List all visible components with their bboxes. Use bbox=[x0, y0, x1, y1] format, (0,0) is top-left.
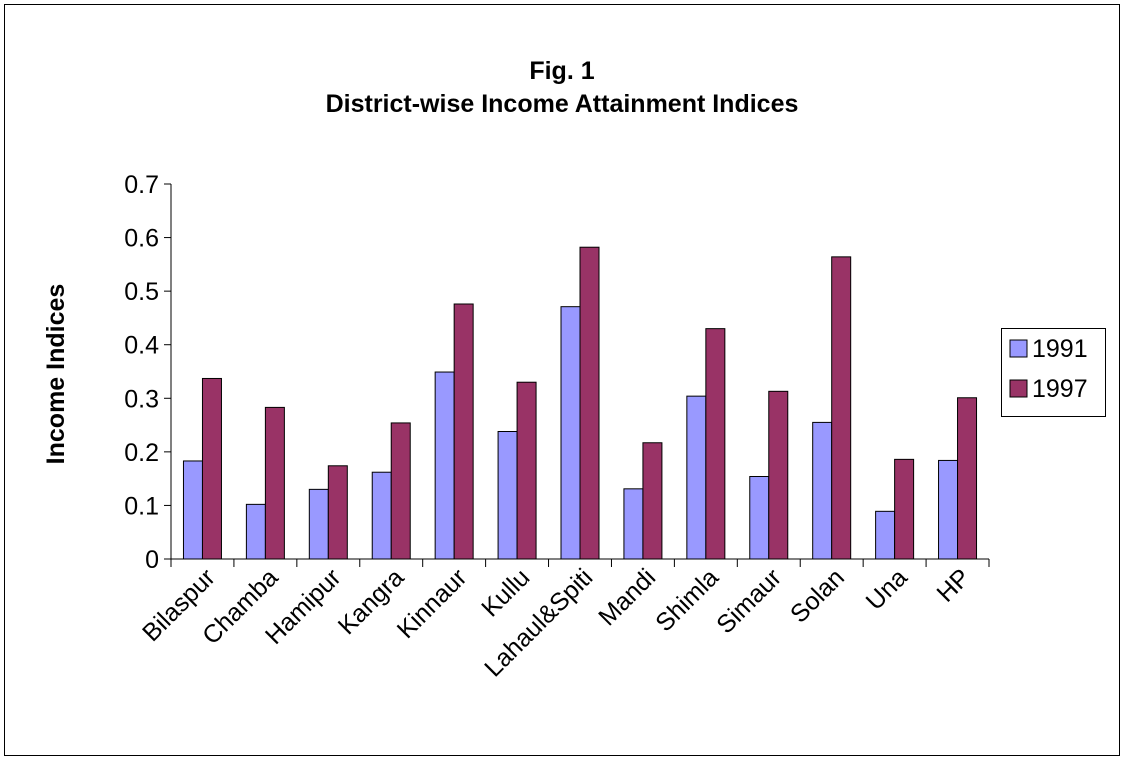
bar-1991-bilaspur bbox=[182, 460, 203, 560]
bar-1997-shimla bbox=[705, 328, 726, 560]
bar-1997-solan bbox=[831, 256, 852, 560]
legend-swatch-1997 bbox=[1009, 379, 1028, 398]
legend-label-1997: 1997 bbox=[1032, 375, 1088, 403]
bar-1997-hamipur bbox=[327, 465, 348, 560]
bar-1997-lahaul-spiti bbox=[579, 246, 600, 560]
bar-1991-chamba bbox=[245, 503, 266, 560]
bar-1991-kullu bbox=[497, 431, 518, 560]
y-tick-label: 0.4 bbox=[124, 332, 159, 360]
y-tick-label: 0.1 bbox=[124, 492, 159, 520]
bar-1991-una bbox=[875, 510, 896, 560]
legend: 1991 1997 bbox=[1001, 328, 1106, 417]
y-tick-label: 0.7 bbox=[124, 171, 159, 199]
bar-1991-lahaul-spiti bbox=[560, 306, 581, 560]
y-tick-label: 0 bbox=[145, 546, 159, 574]
legend-label-1991: 1991 bbox=[1032, 335, 1088, 363]
bar-1991-shimla bbox=[686, 395, 707, 560]
bar-1991-solan bbox=[812, 421, 833, 560]
chart-subtitle: District-wise Income Attainment Indices bbox=[326, 90, 799, 118]
chart-title: Fig. 1 bbox=[529, 57, 594, 85]
bar-1997-chamba bbox=[264, 406, 285, 560]
bar-1991-simaur bbox=[749, 476, 770, 560]
y-tick-label: 0.3 bbox=[124, 385, 159, 413]
y-tick-label: 0.5 bbox=[124, 278, 159, 306]
chart-frame: Fig. 1 District-wise Income Attainment I… bbox=[4, 4, 1120, 756]
bar-1991-hamipur bbox=[308, 488, 329, 560]
bar-1991-mandi bbox=[623, 488, 644, 560]
bar-1997-kullu bbox=[516, 381, 537, 560]
bar-1997-hp bbox=[957, 397, 978, 560]
legend-swatch-1991 bbox=[1009, 339, 1028, 358]
bar-1997-kinnaur bbox=[453, 303, 474, 560]
bar-1991-kinnaur bbox=[434, 371, 455, 560]
bar-1997-una bbox=[894, 458, 915, 560]
bar-1991-hp bbox=[938, 459, 959, 560]
bar-1997-simaur bbox=[768, 390, 789, 560]
y-tick-label: 0.6 bbox=[124, 225, 159, 253]
y-tick-label: 0.2 bbox=[124, 439, 159, 467]
bar-1997-bilaspur bbox=[201, 377, 222, 560]
bar-1997-mandi bbox=[642, 442, 663, 560]
bar-1997-kangra bbox=[390, 422, 411, 560]
y-axis-label: Income Indices bbox=[42, 284, 70, 465]
bar-1991-kangra bbox=[371, 471, 392, 560]
bar-chart: Fig. 1 District-wise Income Attainment I… bbox=[4, 4, 1120, 756]
